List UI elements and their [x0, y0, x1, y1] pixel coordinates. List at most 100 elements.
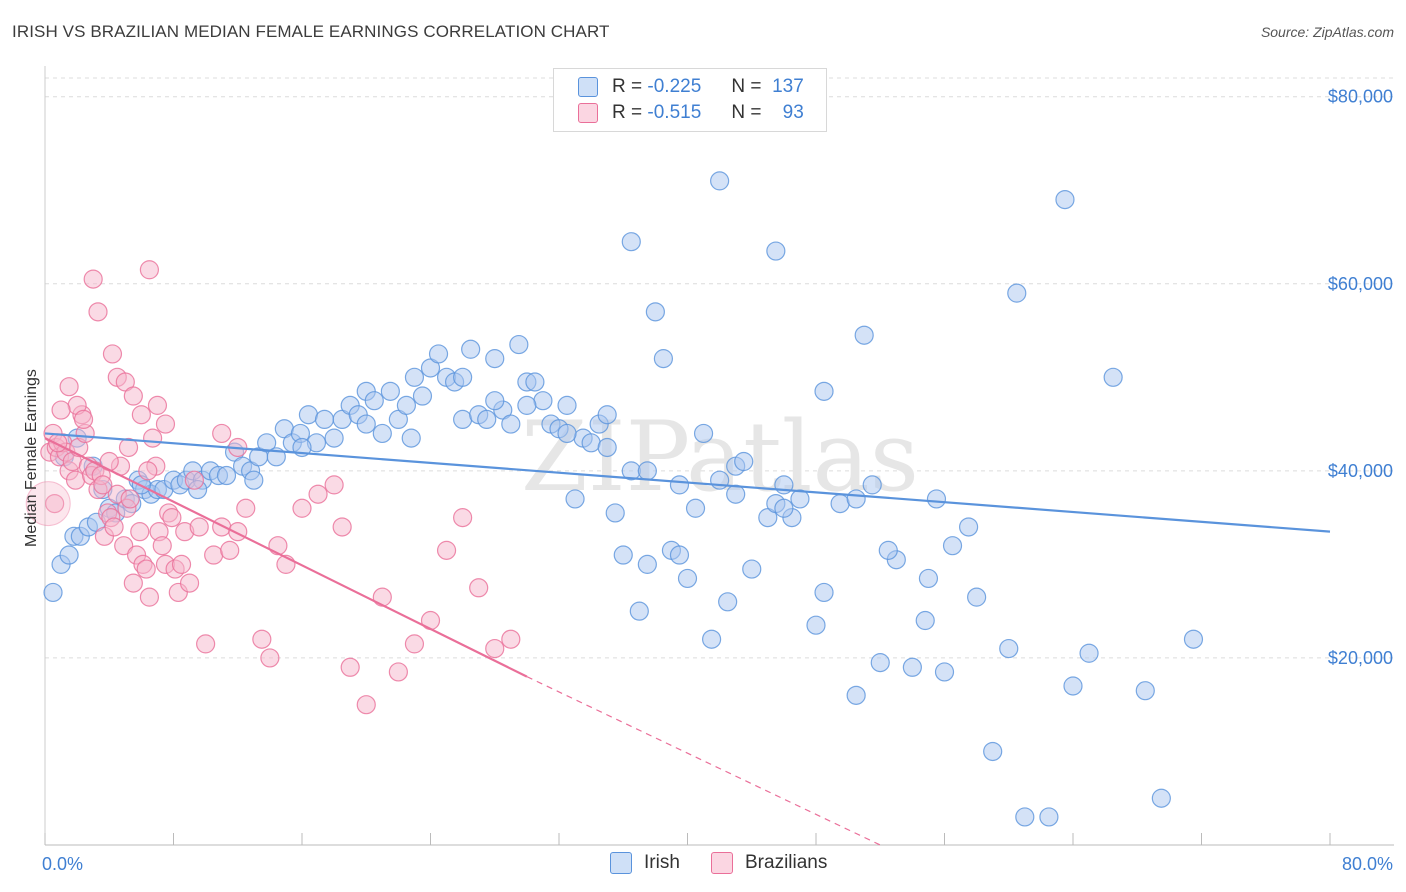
brazilians-point	[204, 545, 224, 565]
irish-trend-line	[44, 432, 1331, 533]
brazilians-point	[340, 657, 360, 677]
series-legend: Irish Brazilians	[0, 852, 1406, 878]
irish-point	[774, 498, 794, 518]
irish-point	[915, 610, 935, 631]
n-value: 93	[782, 102, 804, 123]
irish-point	[1007, 283, 1027, 303]
trend-lines	[44, 432, 1331, 846]
legend-item-irish[interactable]: Irish	[610, 852, 680, 874]
y-tick-label: $60,000	[1328, 274, 1393, 294]
irish-point	[517, 395, 537, 415]
legend-item-brazilians[interactable]: Brazilians	[711, 852, 827, 874]
r-value: -0.515	[647, 102, 702, 123]
irish-point	[477, 409, 497, 430]
irish-point	[557, 395, 577, 415]
brazilians-point	[453, 508, 473, 528]
irish-point	[999, 638, 1019, 659]
irish-point	[677, 568, 698, 589]
brazilians-point	[130, 522, 150, 542]
irish-point	[461, 339, 481, 359]
irish-point	[364, 391, 384, 411]
irish-point	[1063, 676, 1083, 696]
irish-swatch	[610, 852, 632, 874]
brazilians-point	[139, 260, 160, 280]
irish-point	[726, 484, 746, 504]
irish-point	[1055, 189, 1075, 210]
irish-point	[958, 517, 979, 537]
irish-point	[693, 423, 714, 444]
r-value: -0.225	[647, 76, 702, 97]
brazilians-point	[260, 648, 280, 668]
x-tick-label: 80.0%	[1342, 854, 1393, 874]
irish-point	[298, 405, 319, 425]
correlation-legend: R = -0.225 N = 137 R = -0.515 N = 93	[553, 68, 827, 132]
brazilians-point	[123, 573, 143, 593]
irish-point	[509, 334, 529, 355]
source-label[interactable]: Source: ZipAtlas.com	[1260, 24, 1394, 40]
irish-point	[485, 391, 505, 411]
irish-point	[814, 582, 834, 603]
irish-point	[846, 685, 866, 705]
irish-point	[846, 489, 866, 509]
brazilians-point	[51, 400, 71, 420]
brazilians-point	[179, 573, 200, 593]
brazilians-point	[308, 484, 328, 504]
brazilians-point	[212, 423, 232, 444]
irish-point	[1079, 643, 1099, 663]
irish-point	[605, 503, 625, 523]
irish-point	[902, 657, 922, 677]
irish-point	[453, 409, 473, 430]
grid-lines	[45, 77, 1394, 659]
irish-point	[1039, 807, 1059, 827]
irish-point	[637, 461, 657, 481]
brazilians-point	[83, 269, 103, 289]
irish-point	[314, 409, 335, 430]
irish-point	[453, 367, 473, 387]
brazilians-trend-extension	[526, 676, 881, 846]
brazilians-point	[485, 638, 505, 659]
irish-point	[59, 545, 79, 565]
irish-point	[525, 372, 545, 392]
irish-point	[404, 367, 425, 387]
brazilians-trend-line	[44, 437, 528, 678]
irish-point	[401, 428, 421, 448]
irish-point	[372, 423, 392, 444]
brazilians-point	[252, 629, 272, 649]
irish-point	[983, 741, 1003, 762]
irish-point	[244, 470, 264, 490]
brazilians-point	[114, 536, 134, 556]
irish-point	[1015, 807, 1035, 827]
irish-point	[926, 489, 947, 509]
irish-point	[685, 498, 706, 518]
irish-point	[1135, 681, 1155, 701]
legend-label: Irish	[644, 852, 680, 873]
legend-label: Brazilians	[745, 852, 828, 873]
brazilians-point	[171, 554, 192, 574]
irish-point	[967, 587, 987, 607]
irish-point	[43, 582, 63, 603]
tick-labels: $20,000 $40,000 $60,000 $80,000 0.0% 80.0%	[42, 87, 1393, 874]
irish-point	[380, 381, 400, 401]
irish-point	[1183, 629, 1204, 649]
legend-row-brazilians: R = -0.515 N = 93	[578, 101, 804, 125]
brazilians-swatch	[711, 852, 733, 874]
irish-point	[1103, 367, 1123, 387]
irish-point	[412, 386, 433, 406]
irish-point	[645, 302, 665, 322]
irish-point	[814, 381, 834, 401]
brazilians-point	[268, 536, 288, 556]
irish-point	[597, 437, 617, 458]
irish-point	[830, 493, 850, 514]
n-value: 137	[772, 76, 804, 97]
brazilians-point	[196, 634, 216, 654]
irish-point	[621, 232, 641, 252]
irish-point	[485, 349, 505, 369]
brazilians-point	[236, 498, 256, 518]
irish-point	[878, 540, 898, 560]
r-label: R =	[612, 102, 643, 123]
brazilians-point	[59, 377, 79, 397]
irish-point	[669, 475, 690, 495]
irish-point	[934, 662, 955, 682]
irish-point	[557, 423, 577, 444]
